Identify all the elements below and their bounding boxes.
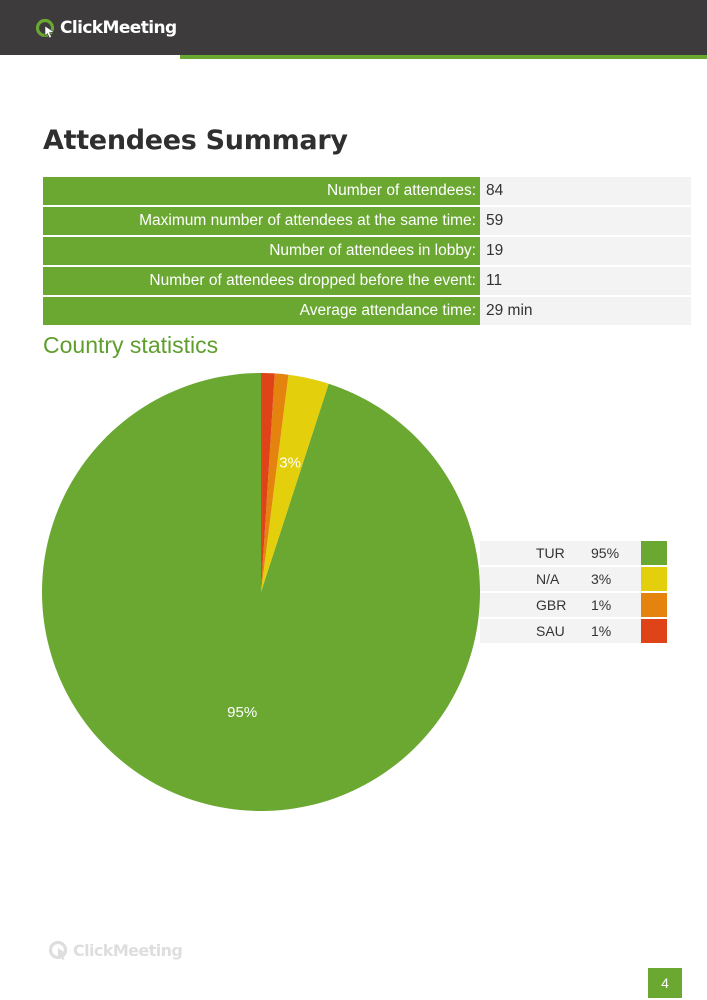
footer-brand-name: ClickMeeting <box>73 940 183 960</box>
summary-label: Maximum number of attendees at the same … <box>43 207 480 235</box>
summary-row: Number of attendees in lobby: 19 <box>43 237 691 265</box>
summary-row: Average attendance time: 29 min <box>43 297 691 325</box>
summary-value: 59 <box>480 207 691 235</box>
summary-label: Average attendance time: <box>43 297 480 325</box>
summary-row: Number of attendees: 84 <box>43 177 691 205</box>
clickmeeting-logo-icon <box>35 17 57 39</box>
brand-logo: ClickMeeting <box>35 15 177 41</box>
legend-row: N/A 3% <box>480 567 667 591</box>
brand-name: ClickMeeting <box>60 18 177 38</box>
pie-slice-tur <box>41 373 480 812</box>
legend-swatch <box>641 593 667 617</box>
summary-value: 19 <box>480 237 691 265</box>
country-legend: TUR 95% N/A 3% GBR 1% SAU 1% <box>480 541 667 645</box>
legend-percent: 1% <box>591 623 612 639</box>
summary-value: 11 <box>480 267 691 295</box>
legend-swatch <box>641 567 667 591</box>
legend-country: SAU <box>536 623 565 639</box>
clickmeeting-logo-icon <box>48 939 70 961</box>
legend-row: TUR 95% <box>480 541 667 565</box>
header-accent-line <box>180 55 707 59</box>
header-bar: ClickMeeting <box>0 0 707 55</box>
summary-label: Number of attendees dropped before the e… <box>43 267 480 295</box>
pie-slice-gbr <box>261 373 289 592</box>
summary-label: Number of attendees: <box>43 177 480 205</box>
legend-percent: 95% <box>591 545 620 561</box>
summary-value: 29 min <box>480 297 691 325</box>
legend-country: TUR <box>536 545 565 561</box>
legend-country: GBR <box>536 597 567 613</box>
pie-slice-na <box>261 374 329 592</box>
legend-country: N/A <box>536 571 560 587</box>
legend-percent: 3% <box>591 571 612 587</box>
pie-slice-sau <box>261 373 275 592</box>
footer-logo: ClickMeeting <box>48 939 183 961</box>
pie-slice-label: 3% <box>279 455 301 472</box>
summary-value: 84 <box>480 177 691 205</box>
attendees-summary-table: Number of attendees: 84 Maximum number o… <box>43 177 691 327</box>
legend-swatch <box>641 619 667 643</box>
summary-row: Number of attendees dropped before the e… <box>43 267 691 295</box>
legend-percent: 1% <box>591 597 612 613</box>
pie-slice-label: 95% <box>227 704 257 721</box>
summary-label: Number of attendees in lobby: <box>43 237 480 265</box>
country-statistics-title: Country statistics <box>43 332 219 358</box>
legend-swatch <box>641 541 667 565</box>
legend-row: SAU 1% <box>480 619 667 643</box>
page-number: 4 <box>648 968 682 998</box>
page-title: Attendees Summary <box>43 125 348 156</box>
summary-row: Maximum number of attendees at the same … <box>43 207 691 235</box>
legend-row: GBR 1% <box>480 593 667 617</box>
